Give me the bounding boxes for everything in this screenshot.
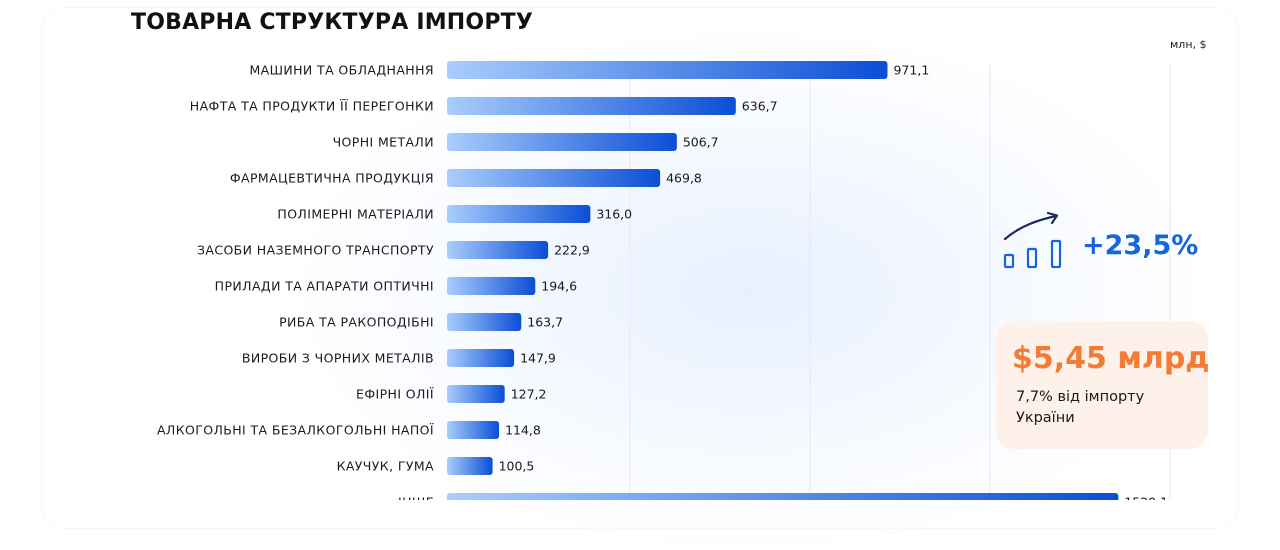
value-label: 1520,1 (1124, 495, 1168, 501)
bar (447, 385, 505, 403)
value-label: 222,9 (554, 243, 590, 258)
value-label: 163,7 (527, 315, 563, 330)
bar (447, 169, 661, 187)
bar (447, 421, 500, 439)
category-label: НАФТА ТА ПРОДУКТИ ЇЇ ПЕРЕГОНКИ (190, 99, 434, 114)
category-label: КАУЧУК, ГУМА (337, 459, 434, 474)
value-label: 127,2 (511, 387, 547, 402)
bar (447, 493, 1119, 500)
category-label: АЛКОГОЛЬНІ ТА БЕЗАЛКОГОЛЬНІ НАПОЇ (157, 423, 434, 438)
bar (447, 277, 536, 295)
value-label: 469,8 (666, 171, 702, 186)
total-import-value: $5,45 млрд (1012, 341, 1210, 376)
category-label: ФАРМАЦЕВТИЧНА ПРОДУКЦІЯ (230, 171, 434, 186)
bar (447, 205, 591, 223)
category-label: ВИРОБИ З ЧОРНИХ МЕТАЛІВ (242, 351, 434, 366)
growth-chart-icon (1003, 211, 1062, 269)
category-label: ІНШЕ (398, 495, 434, 501)
bar (447, 457, 493, 475)
units-label: млн, $ (1170, 38, 1207, 51)
category-label: РИБА ТА РАКОПОДІБНІ (279, 315, 434, 330)
value-label: 147,9 (520, 351, 556, 366)
value-label: 971,1 (893, 63, 929, 78)
value-label: 506,7 (683, 135, 719, 150)
bar (447, 133, 677, 151)
value-label: 316,0 (596, 207, 632, 222)
value-label: 114,8 (505, 423, 541, 438)
category-label: ЗАСОБИ НАЗЕМНОГО ТРАНСПОРТУ (197, 243, 434, 258)
total-import-card: $5,45 млрд 7,7% від імпорту України (996, 321, 1210, 449)
bar (447, 241, 549, 259)
bar (447, 349, 515, 367)
category-label: МАШИНИ ТА ОБЛАДНАННЯ (249, 63, 434, 78)
category-label: ЧОРНІ МЕТАЛИ (333, 135, 434, 150)
value-label: 636,7 (742, 99, 778, 114)
growth-value: +23,5% (1082, 230, 1199, 261)
bar (447, 61, 888, 79)
bar (447, 313, 522, 331)
value-label: 100,5 (499, 459, 535, 474)
bar-chart: МАШИНИ ТА ОБЛАДНАННЯ 971,1 НАФТА ТА ПРОДУК… (157, 61, 1171, 501)
bar (447, 97, 736, 115)
total-import-note: 7,7% від імпорту України (1016, 389, 1145, 426)
value-label: 194,6 (541, 279, 577, 294)
page-title: ТОВАРНА СТРУКТУРА ІМПОРТУ (131, 10, 534, 35)
category-label: ПРИЛАДИ ТА АПАРАТИ ОПТИЧНІ (215, 279, 434, 294)
category-label: ПОЛІМЕРНІ МАТЕРІАЛИ (277, 207, 434, 222)
category-label: ЕФІРНІ ОЛІЇ (356, 387, 434, 402)
